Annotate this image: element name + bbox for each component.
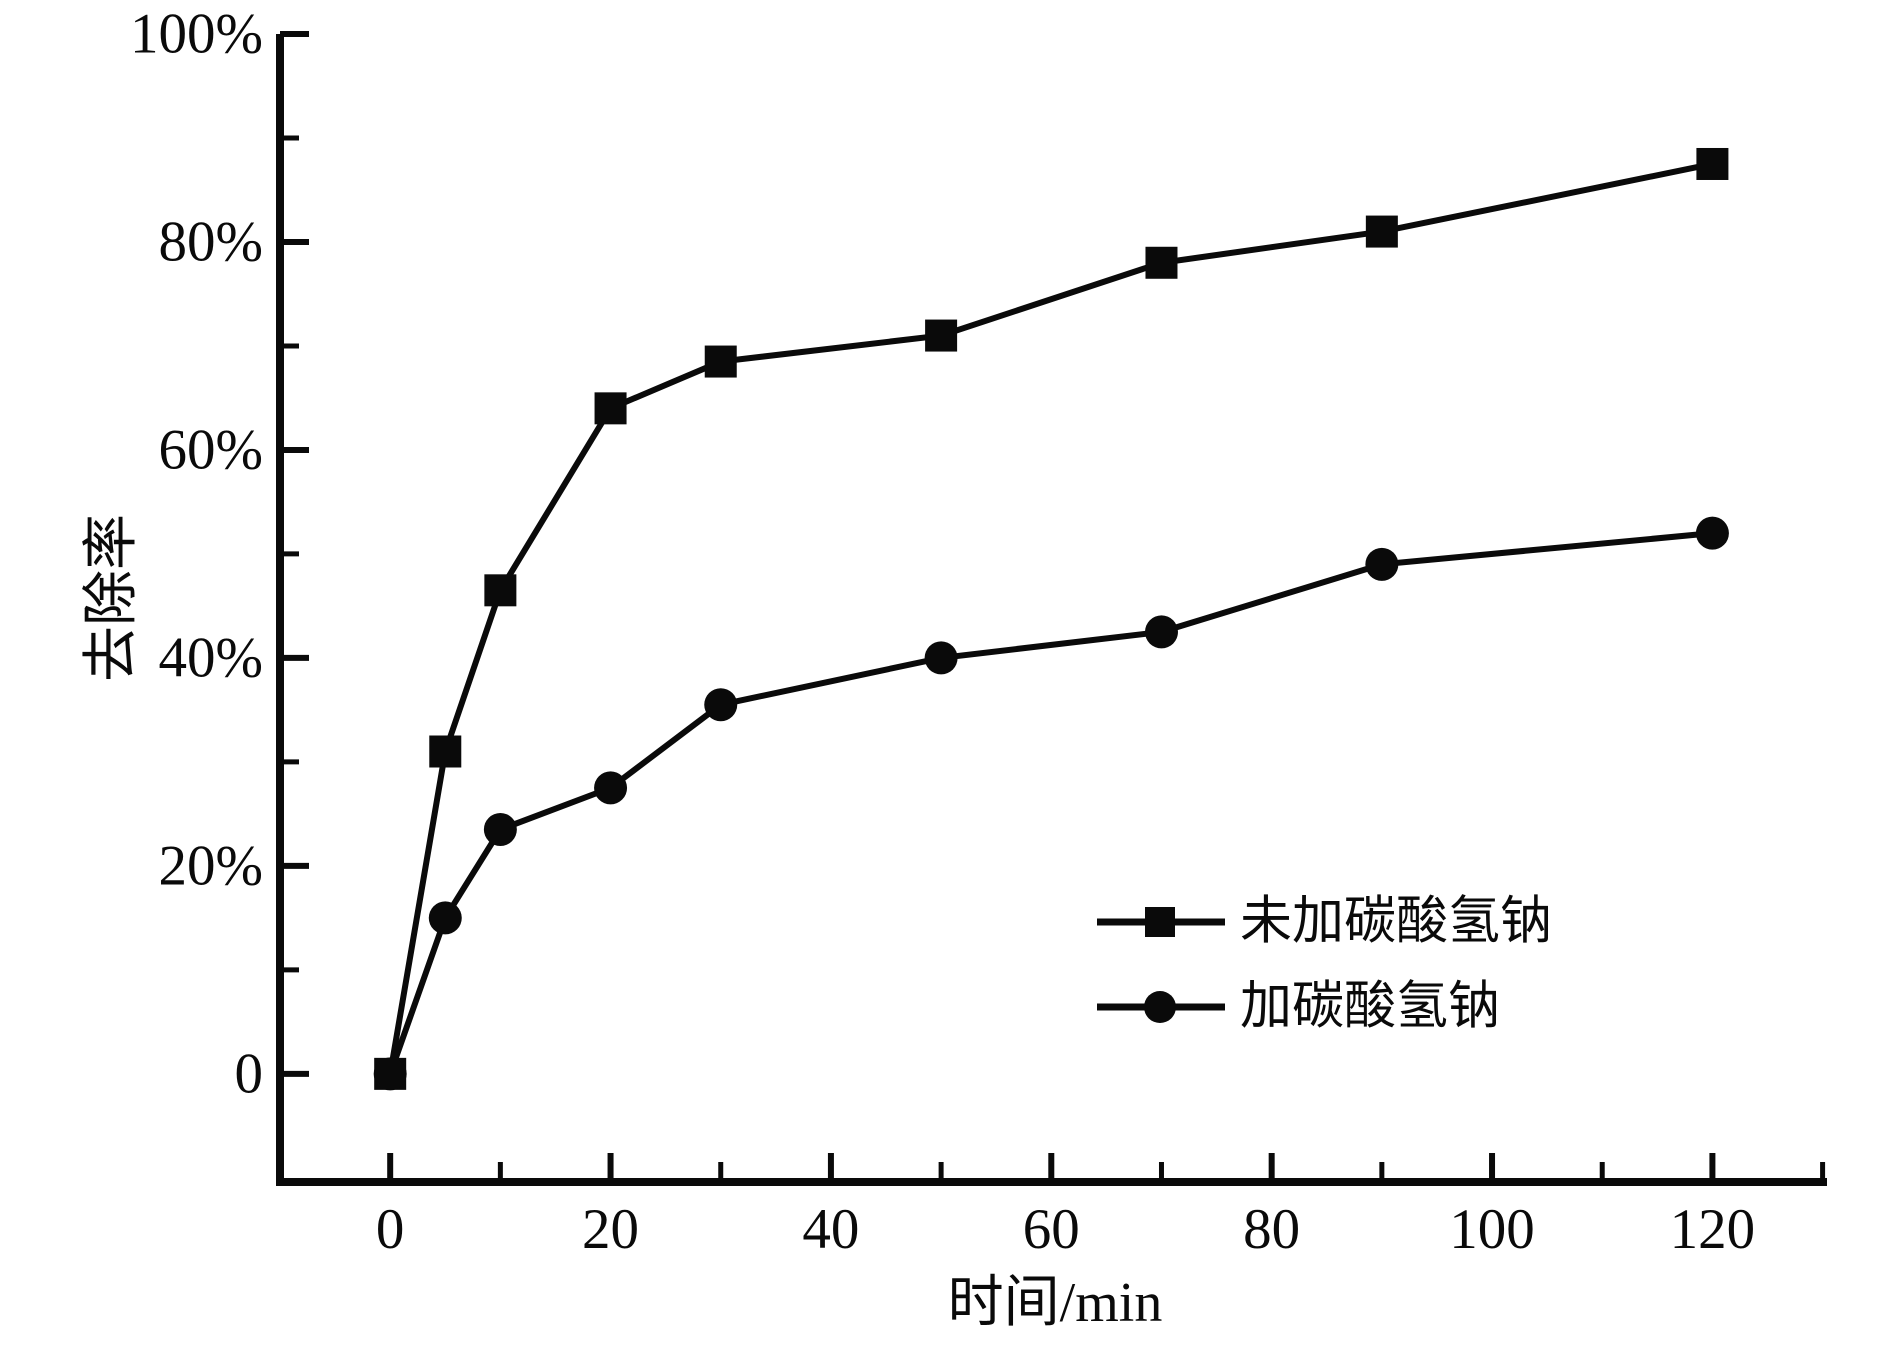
circle-marker: [373, 1057, 407, 1091]
circle-marker: [428, 901, 462, 935]
square-marker: [429, 735, 462, 768]
square-marker: [1365, 215, 1398, 248]
x-tick-label: 40: [802, 1198, 859, 1261]
y-tick-label: 20%: [159, 834, 263, 897]
legend-label: 加碳酸氢钠: [1240, 979, 1500, 1036]
circle-marker: [704, 688, 738, 722]
x-tick-label: 60: [1023, 1198, 1080, 1261]
square-marker: [1696, 147, 1729, 180]
y-tick-label: 60%: [159, 418, 263, 481]
series-line: [387, 530, 1713, 1075]
square-marker: [484, 574, 517, 607]
x-tick-label: 120: [1670, 1198, 1756, 1261]
x-tick-label: 20: [582, 1198, 639, 1261]
y-tick-label: 100%: [130, 3, 263, 66]
circle-marker: [1695, 516, 1729, 550]
square-marker: [594, 392, 627, 425]
legend-label: 未加碳酸氢钠: [1240, 894, 1552, 951]
circle-marker: [1144, 615, 1178, 649]
y-tick-label: 80%: [159, 210, 263, 273]
circle-marker: [924, 641, 958, 675]
circle-marker: [483, 812, 517, 846]
circle-marker-icon: [1144, 991, 1176, 1023]
x-tick-label: 0: [376, 1198, 405, 1261]
square-marker-icon: [1145, 907, 1175, 937]
y-tick-label: 40%: [159, 626, 263, 689]
legend-item: 未加碳酸氢钠: [1097, 894, 1552, 951]
x-tick-label: 80: [1243, 1198, 1300, 1261]
square-marker: [704, 345, 737, 378]
square-marker: [1145, 246, 1178, 279]
circle-marker: [594, 771, 628, 805]
square-marker: [925, 319, 958, 352]
series-with-nahco3: [373, 516, 1729, 1091]
circle-marker: [1365, 547, 1399, 581]
y-tick-label: 0: [235, 1042, 264, 1105]
legend-item: 加碳酸氢钠: [1097, 979, 1500, 1036]
x-tick-label: 100: [1449, 1198, 1535, 1261]
x-axis-title: 时间/min: [948, 1272, 1163, 1334]
y-axis-title: 去除率: [81, 514, 143, 682]
